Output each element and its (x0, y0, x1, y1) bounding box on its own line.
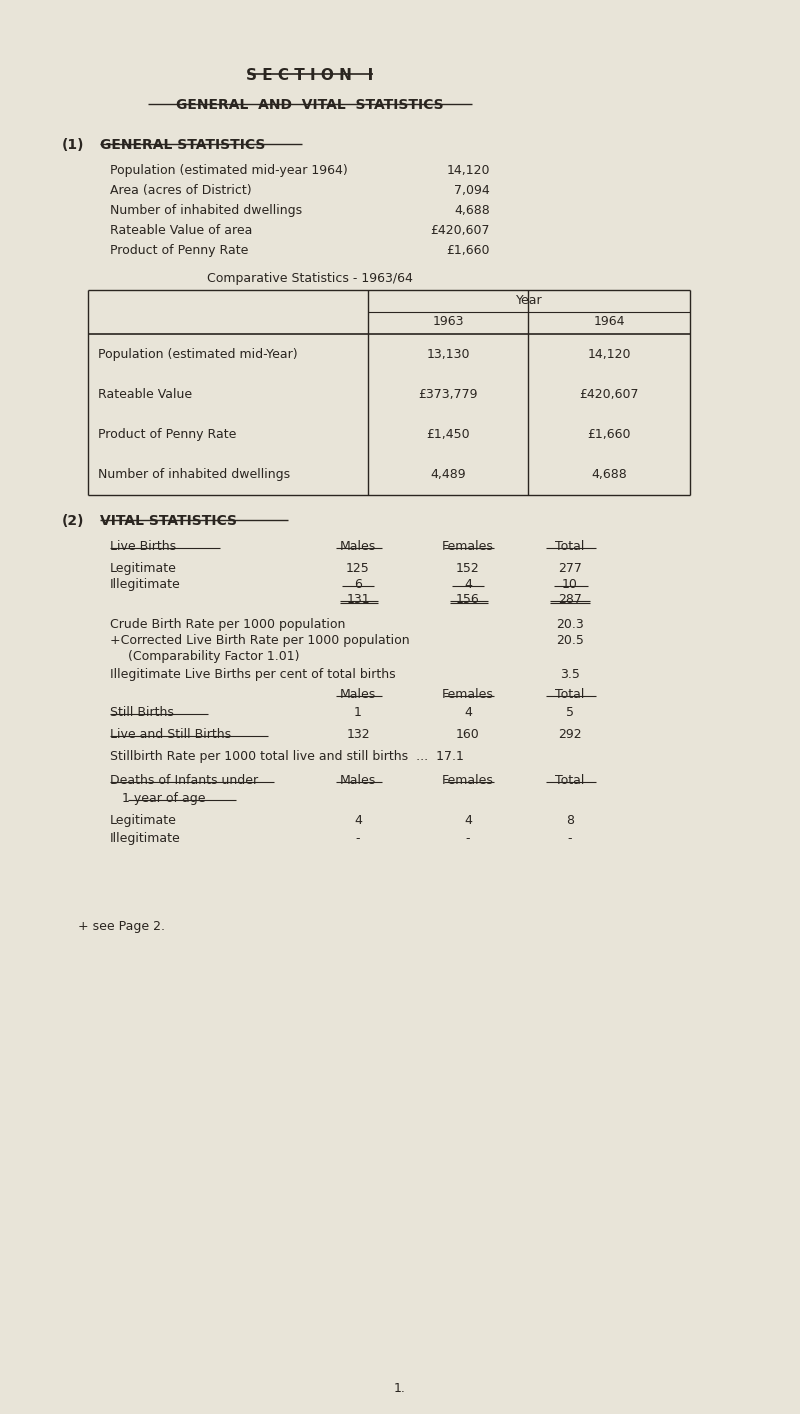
Text: Still Births: Still Births (110, 706, 174, 718)
Text: Legitimate: Legitimate (110, 561, 177, 575)
Text: Number of inhabited dwellings: Number of inhabited dwellings (110, 204, 302, 216)
Text: Females: Females (442, 689, 494, 701)
Text: Stillbirth Rate per 1000 total live and still births  ...  17.1: Stillbirth Rate per 1000 total live and … (110, 749, 464, 764)
Text: Males: Males (340, 773, 376, 788)
Text: Rateable Value: Rateable Value (98, 387, 192, 402)
Text: Live and Still Births: Live and Still Births (110, 728, 231, 741)
Text: Population (estimated mid-Year): Population (estimated mid-Year) (98, 348, 298, 361)
Text: Illegitimate: Illegitimate (110, 578, 181, 591)
Text: +Corrected Live Birth Rate per 1000 population: +Corrected Live Birth Rate per 1000 popu… (110, 633, 410, 648)
Text: + see Page 2.: + see Page 2. (78, 921, 165, 933)
Text: (Comparability Factor 1.01): (Comparability Factor 1.01) (128, 650, 299, 663)
Text: 8: 8 (566, 814, 574, 827)
Text: 160: 160 (456, 728, 480, 741)
Text: GENERAL STATISTICS: GENERAL STATISTICS (100, 139, 266, 151)
Text: Legitimate: Legitimate (110, 814, 177, 827)
Text: £373,779: £373,779 (418, 387, 478, 402)
Text: Total: Total (555, 540, 585, 553)
Text: £420,607: £420,607 (430, 223, 490, 238)
Text: 13,130: 13,130 (426, 348, 470, 361)
Text: Product of Penny Rate: Product of Penny Rate (110, 245, 248, 257)
Text: 4: 4 (354, 814, 362, 827)
Text: Comparative Statistics - 1963/64: Comparative Statistics - 1963/64 (207, 271, 413, 286)
Text: Crude Birth Rate per 1000 population: Crude Birth Rate per 1000 population (110, 618, 346, 631)
Text: £1,450: £1,450 (426, 428, 470, 441)
Text: 4,688: 4,688 (454, 204, 490, 216)
Text: 5: 5 (566, 706, 574, 718)
Text: 1964: 1964 (594, 315, 625, 328)
Text: 6: 6 (354, 578, 362, 591)
Text: S E C T I O N   I: S E C T I O N I (246, 68, 374, 83)
Text: 7,094: 7,094 (454, 184, 490, 197)
Text: 14,120: 14,120 (446, 164, 490, 177)
Text: 20.5: 20.5 (556, 633, 584, 648)
Text: GENERAL  AND  VITAL  STATISTICS: GENERAL AND VITAL STATISTICS (176, 98, 444, 112)
Text: Males: Males (340, 540, 376, 553)
Text: Total: Total (555, 773, 585, 788)
Text: 20.3: 20.3 (556, 618, 584, 631)
Text: -: - (356, 831, 360, 846)
Text: 1963: 1963 (432, 315, 464, 328)
Text: £1,660: £1,660 (446, 245, 490, 257)
Text: (1): (1) (62, 139, 85, 151)
Text: 10: 10 (562, 578, 578, 591)
Text: 156: 156 (456, 592, 480, 607)
Text: 1.: 1. (394, 1381, 406, 1396)
Text: 4: 4 (464, 706, 472, 718)
Text: 131: 131 (346, 592, 370, 607)
Text: £1,660: £1,660 (587, 428, 630, 441)
Text: 287: 287 (558, 592, 582, 607)
Text: Area (acres of District): Area (acres of District) (110, 184, 252, 197)
Text: 14,120: 14,120 (587, 348, 630, 361)
Text: Females: Females (442, 773, 494, 788)
Text: 4,688: 4,688 (591, 468, 627, 481)
Text: 1: 1 (354, 706, 362, 718)
Text: 4: 4 (464, 814, 472, 827)
Text: Rateable Value of area: Rateable Value of area (110, 223, 252, 238)
Text: Females: Females (442, 540, 494, 553)
Text: Males: Males (340, 689, 376, 701)
Text: 1 year of age: 1 year of age (110, 792, 206, 805)
Text: Live Births: Live Births (110, 540, 176, 553)
Text: -: - (568, 831, 572, 846)
Text: 4: 4 (464, 578, 472, 591)
Text: 3.5: 3.5 (560, 667, 580, 682)
Text: Product of Penny Rate: Product of Penny Rate (98, 428, 236, 441)
Text: 292: 292 (558, 728, 582, 741)
Text: 132: 132 (346, 728, 370, 741)
Text: Number of inhabited dwellings: Number of inhabited dwellings (98, 468, 290, 481)
Text: Illegitimate: Illegitimate (110, 831, 181, 846)
Text: -: - (466, 831, 470, 846)
Text: VITAL STATISTICS: VITAL STATISTICS (100, 515, 237, 527)
Text: Illegitimate Live Births per cent of total births: Illegitimate Live Births per cent of tot… (110, 667, 396, 682)
Text: 277: 277 (558, 561, 582, 575)
Text: Year: Year (516, 294, 542, 307)
Text: (2): (2) (62, 515, 85, 527)
Text: Population (estimated mid-year 1964): Population (estimated mid-year 1964) (110, 164, 348, 177)
Text: Total: Total (555, 689, 585, 701)
Text: £420,607: £420,607 (579, 387, 638, 402)
Text: Deaths of Infants under: Deaths of Infants under (110, 773, 258, 788)
Text: 152: 152 (456, 561, 480, 575)
Text: 125: 125 (346, 561, 370, 575)
Text: 4,489: 4,489 (430, 468, 466, 481)
